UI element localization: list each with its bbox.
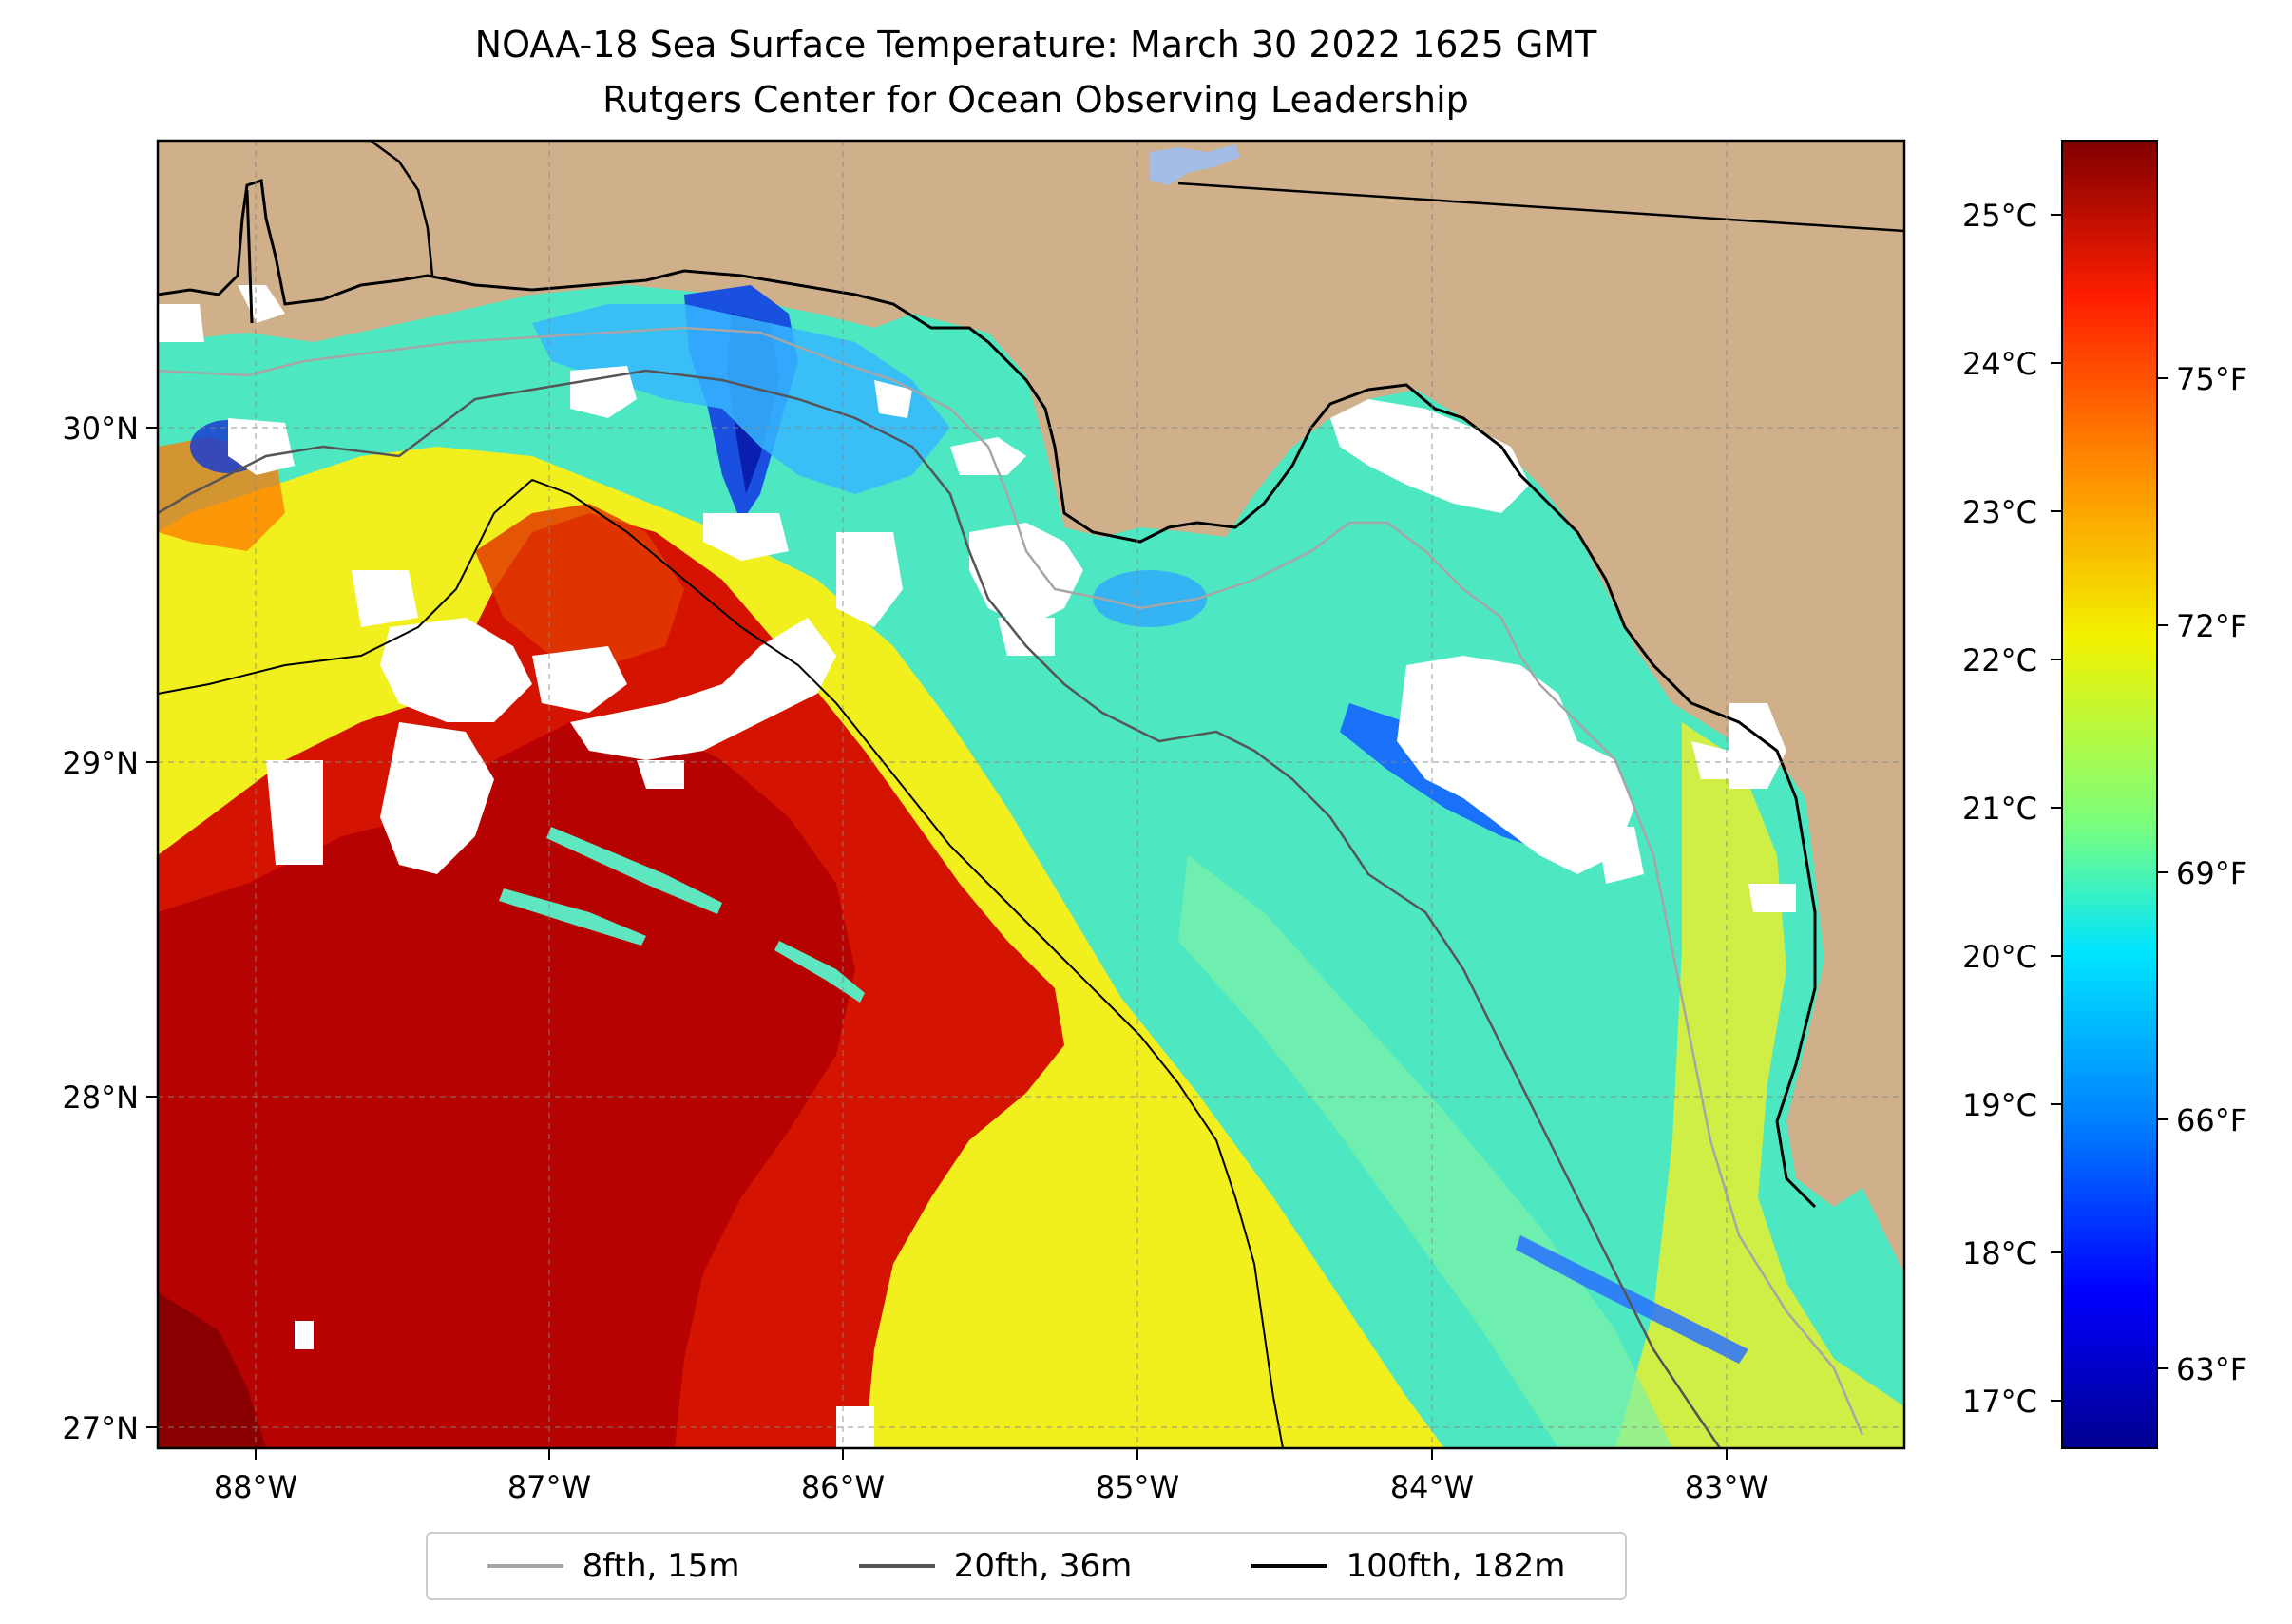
- isobath-100fth: [158, 478, 1284, 1448]
- legend-item-20fth: 20fth, 36m: [858, 1547, 1133, 1585]
- legend-swatch-20fth: [858, 1564, 935, 1568]
- isobath-8fth: [158, 326, 1864, 1436]
- cold-streak: [1516, 1235, 1748, 1364]
- colorbar: [2061, 140, 2158, 1449]
- clouds: [158, 285, 1796, 1448]
- map-title-line1: NOAA-18 Sea Surface Temperature: March 3…: [474, 24, 1597, 66]
- legend-label-100fth: 100fth, 182m: [1346, 1547, 1566, 1585]
- legend-item-100fth: 100fth, 182m: [1251, 1547, 1566, 1585]
- cool-streak-3: [774, 941, 865, 1003]
- map-frame: [156, 139, 1906, 1450]
- cool-streak-2: [499, 888, 646, 946]
- cb-c-25: 25°C: [1962, 198, 2037, 234]
- lat-label-28n: 28°N: [62, 1079, 139, 1116]
- map-title-line2: Rutgers Center for Ocean Observing Leade…: [602, 79, 1469, 121]
- legend-swatch-100fth: [1251, 1564, 1327, 1568]
- lon-label-86w: 86°W: [801, 1469, 885, 1505]
- lat-label-29n: 29°N: [62, 745, 139, 781]
- ocean-mid-coast: [1615, 722, 1904, 1448]
- cb-f-69: 69°F: [2176, 855, 2247, 891]
- colorbar-fahrenheit-labels: 75°F 72°F 69°F 66°F 63°F: [2176, 361, 2247, 1387]
- cb-f-75: 75°F: [2176, 361, 2247, 397]
- lon-label-87w: 87°W: [507, 1469, 591, 1505]
- lat-label-30n: 30°N: [62, 411, 139, 447]
- legend-item-8fth: 8fth, 15m: [487, 1547, 740, 1585]
- ocean-hottest: [158, 1292, 266, 1448]
- cool-streak-1: [546, 827, 722, 914]
- cb-c-18: 18°C: [1962, 1235, 2037, 1271]
- ocean-cool-shelf: [1178, 855, 1672, 1448]
- ocean-hot: [158, 722, 855, 1448]
- lon-label-88w: 88°W: [214, 1469, 297, 1505]
- isobath-legend: 8fth, 15m 20fth, 36m 100fth, 182m: [426, 1532, 1627, 1600]
- cb-c-17: 17°C: [1962, 1384, 2037, 1420]
- mobile-bay-coast: [245, 189, 254, 324]
- state-border: [370, 141, 1904, 277]
- lake: [1150, 144, 1240, 185]
- lon-label-83w: 83°W: [1685, 1469, 1768, 1505]
- cool-blue-band: [532, 304, 950, 494]
- legend-swatch-8fth: [487, 1564, 563, 1568]
- cool-patch-apalachicola: [1093, 570, 1207, 627]
- colorbar-celsius-labels: 25°C 24°C 23°C 22°C 21°C 20°C 19°C 18°C …: [1962, 198, 2037, 1420]
- lat-label-27n: 27°N: [62, 1410, 139, 1446]
- colorbar-ticks: [2051, 214, 2168, 1402]
- cb-f-72: 72°F: [2176, 608, 2247, 644]
- ocean-warm-plume: [475, 504, 684, 665]
- lon-label-85w: 85°W: [1096, 1469, 1179, 1505]
- cb-c-21: 21°C: [1962, 791, 2037, 827]
- coastline: [158, 178, 1817, 1209]
- cb-f-63: 63°F: [2176, 1351, 2247, 1387]
- legend-label-20fth: 20fth, 36m: [953, 1547, 1133, 1585]
- cb-c-20: 20°C: [1962, 939, 2037, 975]
- map-area[interactable]: [158, 141, 1904, 1448]
- legend-label-8fth: 8fth, 15m: [582, 1547, 740, 1585]
- axis-ticks: [146, 427, 1728, 1460]
- cb-c-19: 19°C: [1962, 1087, 2037, 1123]
- cb-c-22: 22°C: [1962, 642, 2037, 678]
- cb-c-24: 24°C: [1962, 346, 2037, 382]
- isobath-20fth: [158, 369, 1722, 1448]
- cb-c-23: 23°C: [1962, 494, 2037, 530]
- cb-f-66: 66°F: [2176, 1102, 2247, 1138]
- lon-label-84w: 84°W: [1390, 1469, 1474, 1505]
- graticule: [158, 141, 1904, 1448]
